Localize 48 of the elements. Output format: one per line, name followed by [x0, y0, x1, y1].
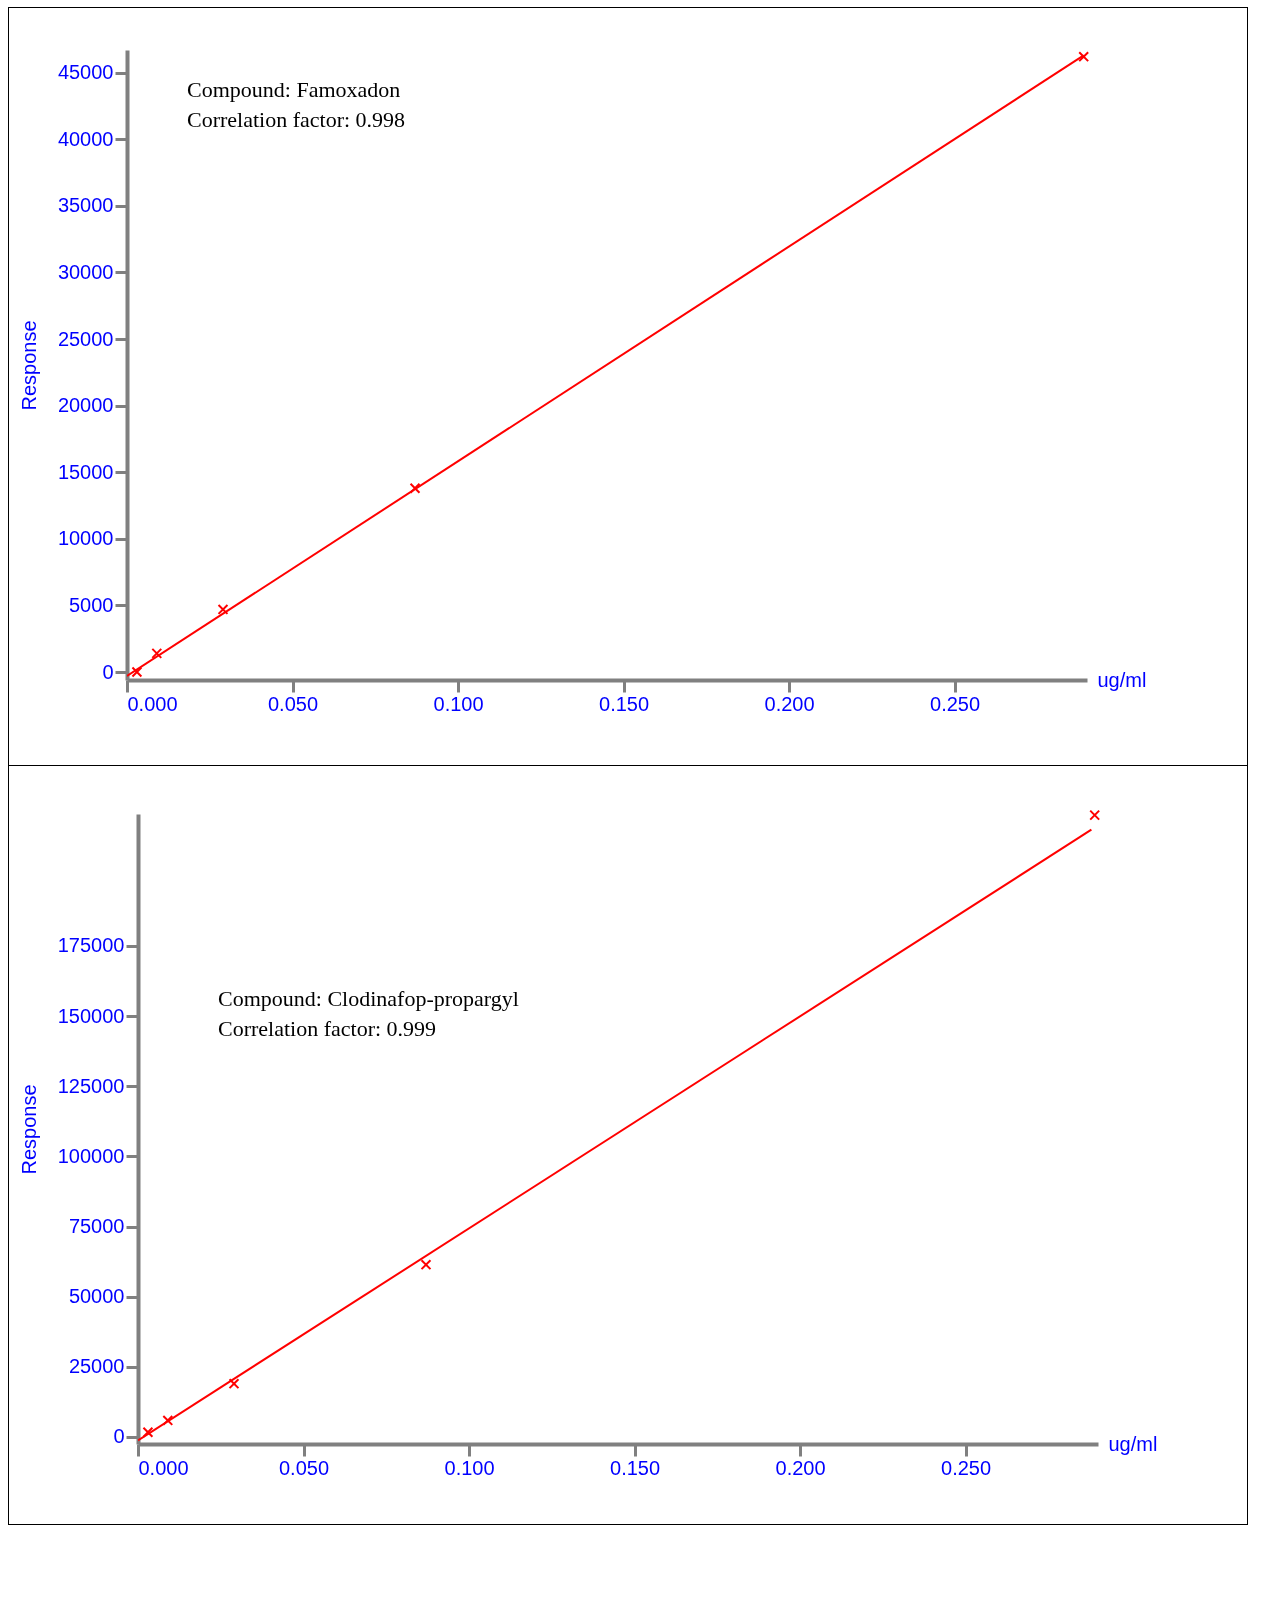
y-tick-label: 0 — [113, 1425, 125, 1448]
x-tick-label: 0.250 — [930, 692, 981, 714]
x-tick-label: 0.100 — [433, 692, 484, 714]
y-tick-label: 125000 — [57, 1074, 125, 1097]
point — [162, 1414, 174, 1426]
annotation: Compound: Famoxadon — [187, 76, 401, 102]
x-tick-label: 0.000 — [138, 1456, 189, 1479]
y-axis-title: Response — [17, 1084, 40, 1175]
y-tick-label: 150000 — [57, 1004, 125, 1027]
point — [1078, 50, 1090, 62]
y-tick-label: 15000 — [57, 460, 114, 483]
x-axis-title: ug/ml — [1097, 668, 1147, 690]
y-tick-label: 5000 — [69, 593, 114, 616]
x-tick-label: 0.150 — [599, 692, 650, 714]
y-tick-label: 25000 — [57, 327, 114, 350]
point — [1089, 809, 1101, 821]
annotation: Correlation factor: 0.998 — [187, 106, 406, 132]
x-axis-title: ug/ml — [1108, 1432, 1158, 1455]
x-tick-label: 0.050 — [267, 692, 319, 714]
y-tick-label: 35000 — [57, 193, 114, 216]
annotation: Compound: Clodinafop-propargyl — [218, 986, 519, 1011]
y-tick-label: 50000 — [68, 1285, 125, 1308]
y-tick-label: 0 — [102, 660, 114, 683]
y-tick-label: 30000 — [57, 260, 114, 283]
x-tick-label: 0.050 — [278, 1456, 330, 1479]
x-tick-label: 0.200 — [764, 692, 815, 714]
y-tick-label: 40000 — [57, 127, 114, 150]
annotation: Correlation factor: 0.999 — [218, 1016, 437, 1041]
point — [217, 603, 229, 615]
y-axis-title: Response — [17, 319, 40, 411]
x-tick-label: 0.100 — [444, 1456, 495, 1479]
x-tick-label: 0.150 — [610, 1456, 661, 1479]
point — [409, 482, 421, 494]
y-tick-label: 25000 — [68, 1355, 125, 1378]
y-tick-label: 75000 — [68, 1215, 125, 1238]
point — [228, 1378, 240, 1390]
x-tick-label: 0.250 — [941, 1456, 992, 1479]
x-tick-label: 0.000 — [127, 692, 178, 714]
point — [131, 666, 143, 677]
point — [420, 1259, 432, 1271]
point — [151, 647, 163, 659]
x-tick-label: 0.200 — [775, 1456, 826, 1479]
y-tick-label: 100000 — [57, 1144, 125, 1167]
y-tick-label: 10000 — [57, 526, 114, 549]
y-tick-label: 175000 — [57, 934, 125, 957]
y-tick-label: 45000 — [57, 60, 114, 83]
y-tick-label: 20000 — [57, 393, 114, 416]
point — [142, 1426, 154, 1438]
